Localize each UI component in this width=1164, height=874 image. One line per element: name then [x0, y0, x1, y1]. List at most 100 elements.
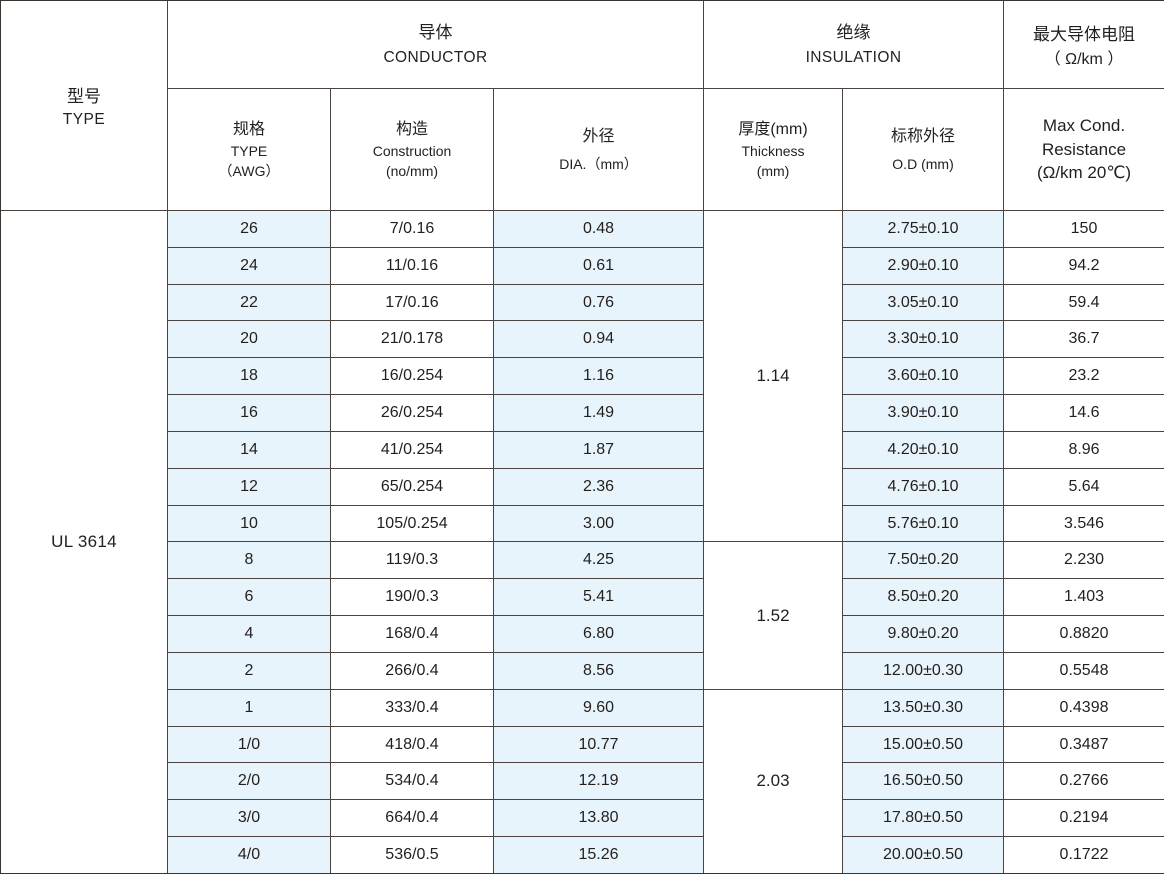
cell-construction: 105/0.254 — [331, 505, 494, 542]
cell-awg: 16 — [168, 395, 331, 432]
cell-awg: 24 — [168, 247, 331, 284]
cell-resistance: 36.7 — [1004, 321, 1164, 358]
cell-resistance: 0.3487 — [1004, 726, 1164, 763]
cell-construction: 534/0.4 — [331, 763, 494, 800]
cell-thickness: 2.03 — [704, 689, 843, 873]
cell-dia: 15.26 — [494, 837, 704, 874]
cell-dia: 0.48 — [494, 211, 704, 248]
header-thickness-cn: 厚度(mm) — [704, 118, 842, 141]
header-resistance-l2: Resistance — [1004, 138, 1164, 161]
cell-dia: 8.56 — [494, 652, 704, 689]
cell-resistance: 2.230 — [1004, 542, 1164, 579]
header-od-cn: 标称外径 — [843, 125, 1003, 148]
header-group-insulation: 绝缘 INSULATION — [704, 1, 1004, 89]
cell-od: 12.00±0.30 — [843, 652, 1004, 689]
cell-od: 3.30±0.10 — [843, 321, 1004, 358]
cell-dia: 0.61 — [494, 247, 704, 284]
cell-od: 7.50±0.20 — [843, 542, 1004, 579]
cell-resistance: 3.546 — [1004, 505, 1164, 542]
cell-dia: 0.76 — [494, 284, 704, 321]
header-awg-en: TYPE — [168, 141, 330, 161]
cell-od: 3.90±0.10 — [843, 395, 1004, 432]
header-construction: 构造 Construction (no/mm) — [331, 89, 494, 211]
header-thickness-en: Thickness — [704, 141, 842, 161]
cell-construction: 418/0.4 — [331, 726, 494, 763]
cell-construction: 21/0.178 — [331, 321, 494, 358]
header-group-resistance-cn: 最大导体电阻 — [1004, 20, 1164, 45]
cell-construction: 536/0.5 — [331, 837, 494, 874]
cell-construction: 65/0.254 — [331, 468, 494, 505]
header-group-conductor-en: CONDUCTOR — [168, 46, 703, 69]
cell-od: 8.50±0.20 — [843, 579, 1004, 616]
cell-thickness: 1.14 — [704, 211, 843, 542]
header-group-insulation-cn: 绝缘 — [704, 20, 1003, 46]
header-thickness: 厚度(mm) Thickness (mm) — [704, 89, 843, 211]
cell-awg: 20 — [168, 321, 331, 358]
header-dia-cn: 外径 — [494, 125, 703, 148]
cell-resistance: 59.4 — [1004, 284, 1164, 321]
cell-resistance: 5.64 — [1004, 468, 1164, 505]
cell-awg: 12 — [168, 468, 331, 505]
header-group-resistance-unit: （ Ω/km ） — [1004, 45, 1164, 69]
header-dia: 外径 DIA.（mm） — [494, 89, 704, 211]
cell-od: 2.75±0.10 — [843, 211, 1004, 248]
cell-resistance: 0.4398 — [1004, 689, 1164, 726]
cell-awg: 2 — [168, 652, 331, 689]
cell-od: 3.05±0.10 — [843, 284, 1004, 321]
header-construction-cn: 构造 — [331, 118, 493, 141]
header-awg-unit: （AWG） — [168, 161, 330, 181]
cell-resistance: 0.2194 — [1004, 800, 1164, 837]
cell-awg: 6 — [168, 579, 331, 616]
cell-resistance: 1.403 — [1004, 579, 1164, 616]
cell-resistance: 8.96 — [1004, 431, 1164, 468]
cell-construction: 664/0.4 — [331, 800, 494, 837]
header-group-resistance: 最大导体电阻 （ Ω/km ） — [1004, 1, 1164, 89]
cell-awg: 26 — [168, 211, 331, 248]
header-od: 标称外径 O.D (mm) — [843, 89, 1004, 211]
cell-dia: 10.77 — [494, 726, 704, 763]
header-group-conductor-cn: 导体 — [168, 20, 703, 46]
cell-od: 17.80±0.50 — [843, 800, 1004, 837]
header-od-en: O.D (mm) — [843, 154, 1003, 174]
cell-dia: 13.80 — [494, 800, 704, 837]
cell-awg: 1 — [168, 689, 331, 726]
cell-awg: 10 — [168, 505, 331, 542]
cell-dia: 0.94 — [494, 321, 704, 358]
cell-awg: 1/0 — [168, 726, 331, 763]
cell-dia: 1.16 — [494, 358, 704, 395]
cell-construction: 26/0.254 — [331, 395, 494, 432]
header-row-columns: 规格 TYPE （AWG）构造 Construction (no/mm)外径 D… — [1, 89, 1164, 211]
cell-construction: 7/0.16 — [331, 211, 494, 248]
cell-awg: 4/0 — [168, 837, 331, 874]
cell-dia: 2.36 — [494, 468, 704, 505]
cell-dia: 5.41 — [494, 579, 704, 616]
cell-construction: 17/0.16 — [331, 284, 494, 321]
header-resistance-l3: (Ω/km 20℃) — [1004, 161, 1164, 184]
cell-dia: 9.60 — [494, 689, 704, 726]
header-thickness-unit: (mm) — [704, 161, 842, 181]
header-type: 型号 TYPE — [1, 1, 168, 211]
cell-construction: 119/0.3 — [331, 542, 494, 579]
header-group-insulation-en: INSULATION — [704, 46, 1003, 69]
cell-resistance: 0.5548 — [1004, 652, 1164, 689]
cell-awg: 4 — [168, 616, 331, 653]
cell-resistance: 0.8820 — [1004, 616, 1164, 653]
cell-resistance: 0.2766 — [1004, 763, 1164, 800]
cell-awg: 18 — [168, 358, 331, 395]
cell-od: 3.60±0.10 — [843, 358, 1004, 395]
header-awg: 规格 TYPE （AWG） — [168, 89, 331, 211]
